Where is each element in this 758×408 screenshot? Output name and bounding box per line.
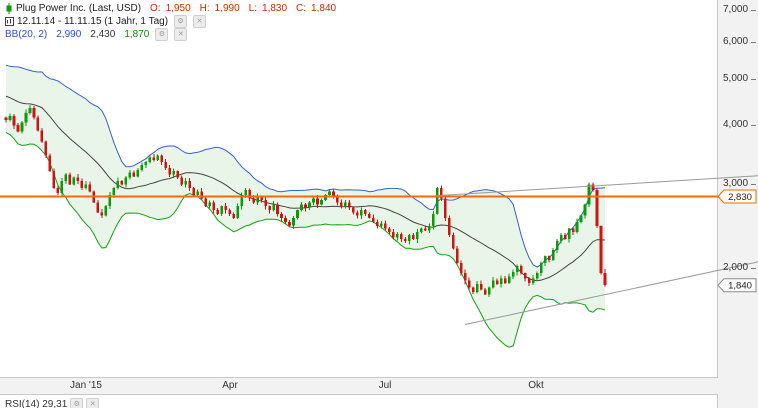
y-axis-label: 7,000 (723, 4, 749, 15)
x-axis-label: Jul (378, 380, 392, 391)
svg-text:2,830: 2,830 (728, 192, 752, 203)
symbol-title: Plug Power Inc. (Last, USD) (16, 3, 142, 14)
x-axis-label: Okt (528, 380, 544, 391)
chart-legend: Plug Power Inc. (Last, USD) O: 1,950 H: … (5, 2, 336, 41)
y-axis-tick (751, 79, 756, 80)
x-axis-label: Apr (222, 380, 238, 391)
date-range-row: 12.11.14 - 11.11.15 (1 Jahr, 1 Tag) ⚙ ✕ (5, 15, 336, 28)
rsi-close-icon[interactable]: ✕ (86, 398, 100, 408)
close-label: C: (296, 3, 307, 14)
bollinger-legend-row: BB(20, 2) 2,990 2,430 1,870 ⚙ ✕ (5, 28, 336, 41)
chart-type-icon (5, 17, 14, 26)
indicator-legend-row: RSI(14) 29,31 ⚙ ✕ (5, 398, 100, 408)
y-axis-label: 5,000 (723, 73, 749, 84)
x-axis-label: Jan '15 (70, 380, 102, 391)
candlestick-icon (6, 3, 12, 14)
rsi-settings-icon[interactable]: ⚙ (70, 398, 84, 408)
chart-canvas[interactable] (0, 0, 718, 378)
bollinger-settings-icon[interactable]: ⚙ (155, 28, 169, 41)
bollinger-close-icon[interactable]: ✕ (174, 28, 188, 41)
bollinger-lower-band[interactable] (5, 131, 606, 348)
y-axis-tick (751, 268, 756, 269)
bollinger-name: BB(20, 2) (5, 29, 48, 40)
high-label: H: (199, 3, 210, 14)
price-axis[interactable]: 7,000 6,000 5,000 4,000 3,000 2,000 (718, 0, 758, 378)
y-axis-tick (751, 42, 756, 43)
time-axis[interactable]: Jan '15 Apr Jul Okt (0, 379, 718, 393)
indicator-pane[interactable]: RSI(14) 29,31 ⚙ ✕ (0, 394, 718, 408)
y-axis-label: 2,000 (723, 262, 749, 273)
range-close-icon[interactable]: ✕ (193, 15, 207, 28)
symbol-legend-row: Plug Power Inc. (Last, USD) O: 1,950 H: … (5, 2, 336, 15)
svg-text:1,840: 1,840 (728, 281, 752, 292)
y-axis-tick (751, 125, 756, 126)
y-axis-label: 4,000 (723, 119, 749, 130)
bollinger-middle-value: 2,430 (90, 29, 116, 40)
y-axis-tick (751, 10, 756, 11)
open-value: 1,950 (165, 3, 191, 14)
price-chart-svg: 2,830 1,840 (0, 64, 758, 348)
resistance-trendline[interactable] (434, 175, 758, 197)
bollinger-upper-value: 2,990 (56, 29, 82, 40)
support-trendline[interactable] (464, 261, 758, 325)
close-value: 1,840 (311, 3, 337, 14)
y-axis-label: 6,000 (723, 36, 749, 47)
range-settings-icon[interactable]: ⚙ (174, 15, 188, 28)
low-value: 1,830 (262, 3, 288, 14)
open-label: O: (150, 3, 161, 14)
date-range: 12.11.14 - 11.11.15 (1 Jahr, 1 Tag) (17, 16, 169, 27)
y-axis-label: 3,000 (723, 178, 749, 189)
hline-price-tag[interactable]: 2,830 (717, 189, 757, 204)
high-value: 1,990 (214, 3, 240, 14)
candles (4, 105, 607, 298)
rsi-label: RSI(14) 29,31 (5, 399, 68, 408)
low-label: L: (248, 3, 258, 14)
y-axis-tick (751, 184, 756, 185)
bollinger-lower-value: 1,870 (124, 29, 150, 40)
last-price-tag[interactable]: 1,840 (717, 278, 757, 293)
